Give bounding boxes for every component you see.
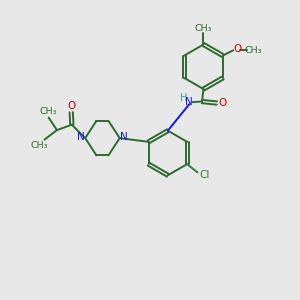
Text: O: O <box>233 44 242 54</box>
Text: N: N <box>185 97 193 107</box>
Text: N: N <box>77 132 85 142</box>
Text: H: H <box>180 93 187 103</box>
Text: N: N <box>120 132 128 142</box>
Text: CH₃: CH₃ <box>30 141 48 150</box>
Text: O: O <box>218 98 226 108</box>
Text: CH₃: CH₃ <box>195 24 212 33</box>
Text: Cl: Cl <box>199 170 209 180</box>
Text: CH₃: CH₃ <box>39 107 57 116</box>
Text: O: O <box>67 101 75 111</box>
Text: CH₃: CH₃ <box>244 46 262 55</box>
